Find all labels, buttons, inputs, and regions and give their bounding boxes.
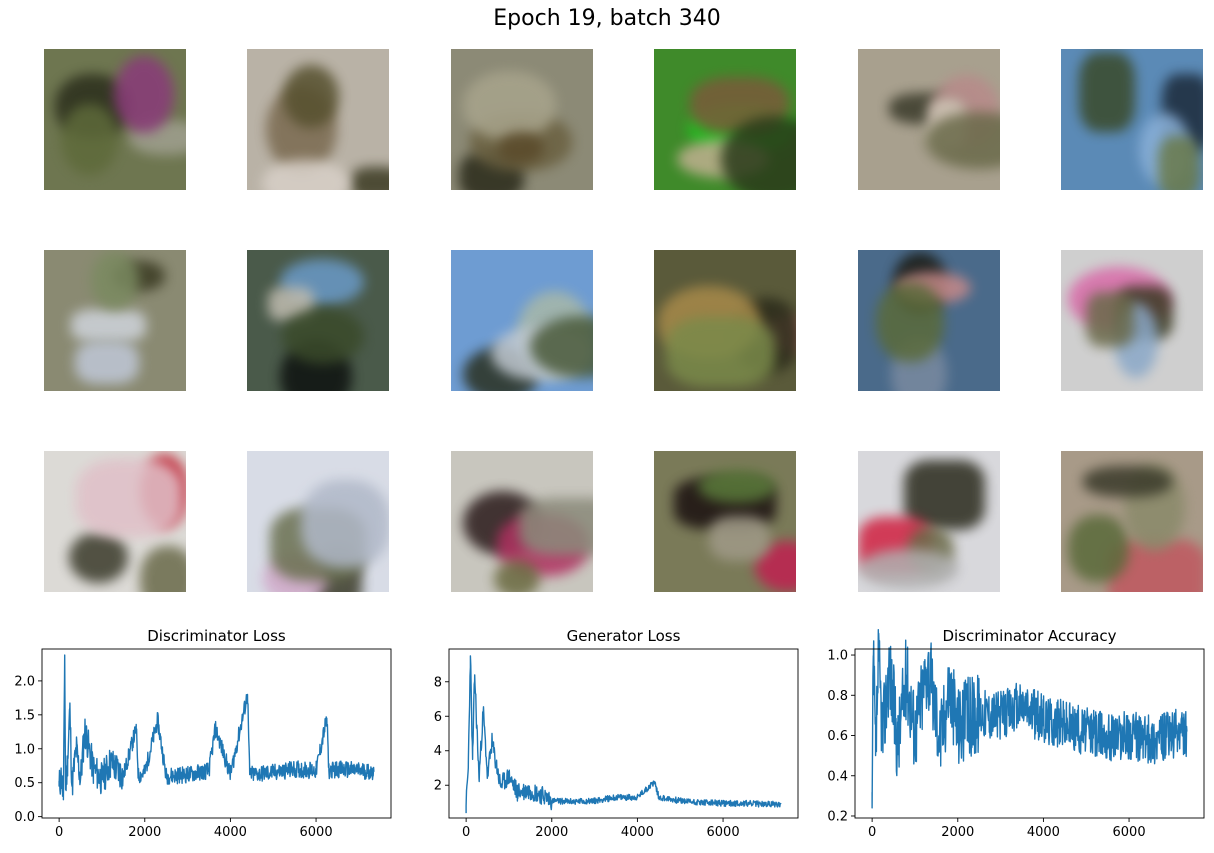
sample-image: [451, 49, 593, 190]
plot-frame: [41, 648, 392, 819]
y-tick-label: 0.5: [14, 776, 35, 791]
x-tick-label: 0: [55, 825, 63, 840]
y-tick-label: 1.0: [14, 742, 35, 757]
y-tick-label: 4: [434, 744, 442, 759]
y-tick-label: 1.5: [14, 708, 35, 723]
y-tick-label: 0.6: [827, 729, 848, 744]
sample-image: [858, 451, 1000, 592]
plot-frame: [854, 648, 1205, 819]
sample-image: [858, 49, 1000, 190]
x-tick-label: 6000: [300, 825, 333, 840]
x-tick-label: 4000: [621, 825, 654, 840]
y-tick-label: 2: [434, 779, 442, 794]
y-tick-label: 2.0: [14, 674, 35, 689]
y-tick-label: 0.2: [827, 809, 848, 824]
chart-title: Discriminator Accuracy: [942, 627, 1116, 645]
y-tick-label: 1.0: [827, 649, 848, 664]
x-tick-label: 6000: [707, 825, 740, 840]
sample-image: [654, 451, 796, 592]
series-line: [465, 655, 782, 814]
x-tick-label: 4000: [214, 825, 247, 840]
sample-image: [247, 451, 389, 592]
y-tick-label: 0.8: [827, 689, 848, 704]
x-tick-label: 2000: [941, 825, 974, 840]
sample-image: [1061, 451, 1203, 592]
sample-image: [451, 250, 593, 391]
sample-image: [44, 451, 186, 592]
figure-title: Epoch 19, batch 340: [493, 6, 721, 31]
sample-image: [247, 49, 389, 190]
plot-frame: [448, 648, 799, 819]
y-tick-label: 0.0: [14, 810, 35, 825]
series-line: [871, 629, 1188, 809]
sample-image: [654, 49, 796, 190]
sample-image: [451, 451, 593, 592]
y-tick-label: 6: [434, 710, 442, 725]
x-tick-label: 2000: [535, 825, 568, 840]
x-tick-label: 0: [462, 825, 470, 840]
x-tick-label: 0: [868, 825, 876, 840]
sample-image: [247, 250, 389, 391]
sample-image: [1061, 49, 1203, 190]
y-tick-label: 0.4: [827, 769, 848, 784]
sample-image: [654, 250, 796, 391]
x-tick-label: 6000: [1113, 825, 1146, 840]
y-tick-label: 8: [434, 675, 442, 690]
x-tick-label: 4000: [1027, 825, 1060, 840]
sample-image: [44, 250, 186, 391]
sample-image: [858, 250, 1000, 391]
chart-title: Generator Loss: [567, 627, 681, 645]
series-line: [58, 654, 375, 801]
x-tick-label: 2000: [128, 825, 161, 840]
sample-image: [1061, 250, 1203, 391]
sample-image: [44, 49, 186, 190]
chart-title: Discriminator Loss: [147, 627, 286, 645]
